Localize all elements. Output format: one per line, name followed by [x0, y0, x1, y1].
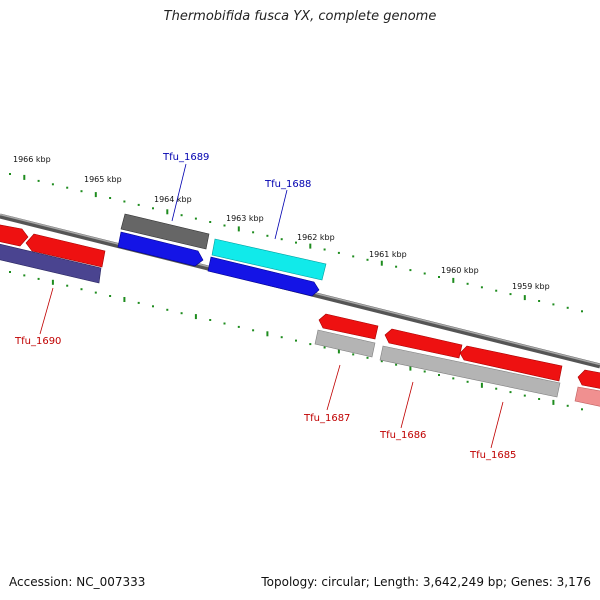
leader-line-tfu-1688	[274, 189, 288, 240]
gene-arrow[interactable]	[211, 238, 327, 281]
leader-line-tfu-1689	[171, 163, 187, 222]
gene-arrow-tfu-1688[interactable]	[207, 256, 320, 297]
gene-label-tfu-1686[interactable]: Tfu_1686	[379, 430, 426, 441]
gene-arrow-tfu-1690[interactable]	[0, 243, 102, 284]
tick-label-1964: 1964 kbp	[154, 195, 192, 204]
gene-label-tfu-1687[interactable]: Tfu_1687	[303, 413, 350, 424]
leader-line-tfu-1686	[400, 381, 414, 429]
leader-line-tfu-1690	[39, 287, 54, 335]
gene-arrow-right-partial-pink[interactable]	[574, 386, 600, 407]
leader-line-tfu-1685	[490, 401, 504, 449]
map-title: Thermobifida fusca YX, complete genome	[163, 9, 437, 24]
gene-arrow[interactable]	[384, 328, 463, 359]
tick-label-1966: 1966 kbp	[13, 155, 51, 164]
tick-label-1960: 1960 kbp	[441, 266, 479, 275]
gene-features	[0, 213, 600, 407]
tick-marks	[9, 173, 583, 411]
gene-arrow-tfu-1686[interactable]	[379, 345, 561, 398]
gene-arrow-tfu-1687[interactable]	[314, 329, 376, 358]
gene-arrow-left-partial[interactable]	[0, 224, 29, 247]
tick-label-1961: 1961 kbp	[369, 250, 407, 259]
gene-arrow[interactable]	[25, 233, 106, 268]
gene-arrow[interactable]	[120, 213, 210, 250]
gene-label-tfu-1685[interactable]: Tfu_1685	[469, 450, 516, 461]
accession-text: Accession: NC_007333	[9, 575, 146, 589]
tick-label-1965: 1965 kbp	[84, 175, 122, 184]
tick-label-1963: 1963 kbp	[226, 214, 264, 223]
tick-label-1962: 1962 kbp	[297, 233, 335, 242]
genome-summary-text: Topology: circular; Length: 3,642,249 bp…	[261, 575, 591, 589]
gene-arrow-right-partial[interactable]	[577, 369, 600, 389]
gene-arrow[interactable]	[459, 345, 563, 382]
gene-arrow-tfu-1689[interactable]	[117, 231, 204, 267]
leader-line-tfu-1687	[326, 364, 341, 411]
tick-label-1959: 1959 kbp	[512, 282, 550, 291]
gene-label-tfu-1690[interactable]: Tfu_1690	[14, 336, 61, 347]
gene-label-tfu-1688[interactable]: Tfu_1688	[264, 179, 311, 190]
gene-label-tfu-1689[interactable]: Tfu_1689	[162, 152, 209, 163]
gene-arrow[interactable]	[318, 313, 379, 340]
